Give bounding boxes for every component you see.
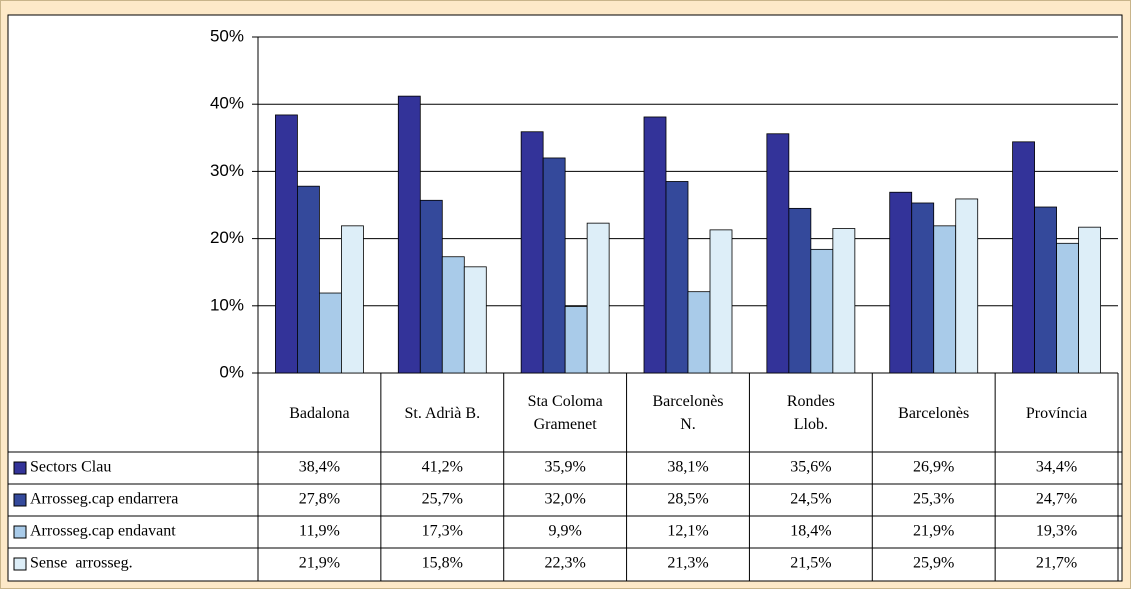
bar	[564, 306, 588, 374]
table-cell: 25,3%	[913, 491, 954, 508]
table-cell: 24,5%	[790, 491, 831, 508]
table-cell: 41,2%	[422, 459, 463, 476]
bar	[687, 291, 711, 374]
table-cell: 35,9%	[544, 459, 585, 476]
x-tick-label: St. Adrià B.	[404, 404, 481, 422]
bar	[933, 225, 957, 374]
legend-label: Sense arrosseg.	[30, 555, 133, 572]
legend-swatch	[13, 493, 27, 507]
table-cell: 35,6%	[790, 459, 831, 476]
bar	[275, 114, 298, 374]
bar	[341, 225, 364, 374]
bar	[889, 191, 913, 374]
table-cell: 38,1%	[667, 459, 708, 476]
table-cell: 9,9%	[548, 523, 581, 540]
table-cell: 12,1%	[667, 523, 708, 540]
bar	[1034, 206, 1057, 374]
bar	[1056, 242, 1079, 374]
bar	[441, 256, 465, 374]
y-tick-label: 20%	[210, 228, 244, 247]
x-tick-label: Badalona	[289, 404, 350, 422]
legend-label: Sectors Clau	[30, 459, 111, 476]
bar	[1012, 141, 1035, 374]
bar	[419, 199, 443, 374]
table-cell: 21,7%	[1036, 555, 1077, 572]
legend-swatch	[13, 557, 27, 571]
table-cell: 17,3%	[422, 523, 463, 540]
y-tick-label: 10%	[210, 295, 244, 314]
x-tick-label: Rondes Llob.	[786, 393, 835, 433]
x-tick-label: Sta Coloma Gramenet	[527, 393, 603, 433]
bar	[643, 116, 667, 374]
bar	[832, 228, 856, 374]
y-tick-label: 0%	[219, 362, 244, 381]
bar	[319, 292, 342, 374]
bar	[463, 266, 487, 374]
table-cell: 24,7%	[1036, 491, 1077, 508]
table-cell: 38,4%	[299, 459, 340, 476]
x-tick-label: Barcelonès	[898, 404, 970, 422]
table-cell: 18,4%	[790, 523, 831, 540]
bar	[297, 185, 320, 374]
legend-label: Arrosseg.cap endarrera	[30, 491, 178, 508]
bar	[788, 207, 812, 374]
table-cell: 15,8%	[422, 555, 463, 572]
table-cell: 21,9%	[913, 523, 954, 540]
bar	[665, 181, 689, 374]
bar	[709, 229, 733, 374]
table-cell: 25,7%	[422, 491, 463, 508]
bar	[810, 248, 834, 374]
bar	[586, 222, 610, 374]
table-cell: 22,3%	[544, 555, 585, 572]
bar	[1078, 226, 1101, 374]
table-cell: 27,8%	[299, 491, 340, 508]
legend-swatch	[13, 525, 27, 539]
y-tick-label: 40%	[210, 94, 244, 113]
table-cell: 32,0%	[544, 491, 585, 508]
table-cell: 21,5%	[790, 555, 831, 572]
table-cell: 28,5%	[667, 491, 708, 508]
bar	[955, 198, 979, 374]
table-cell: 11,9%	[299, 523, 340, 540]
table-cell: 19,3%	[1036, 523, 1077, 540]
y-tick-label: 30%	[210, 161, 244, 180]
bar	[766, 133, 790, 374]
table-cell: 25,9%	[913, 555, 954, 572]
table-cell: 21,3%	[667, 555, 708, 572]
bar	[542, 157, 566, 374]
x-tick-label: Província	[1025, 404, 1088, 422]
y-tick-label: 50%	[210, 26, 244, 45]
x-tick-label: Barcelonès N.	[652, 393, 724, 433]
bar	[520, 131, 544, 374]
table-cell: 34,4%	[1036, 459, 1077, 476]
table-cell: 21,9%	[299, 555, 340, 572]
legend-swatch	[13, 461, 27, 475]
table-cell: 26,9%	[913, 459, 954, 476]
bar	[397, 95, 421, 374]
bar	[911, 202, 935, 374]
legend-label: Arrosseg.cap endavant	[30, 523, 176, 540]
